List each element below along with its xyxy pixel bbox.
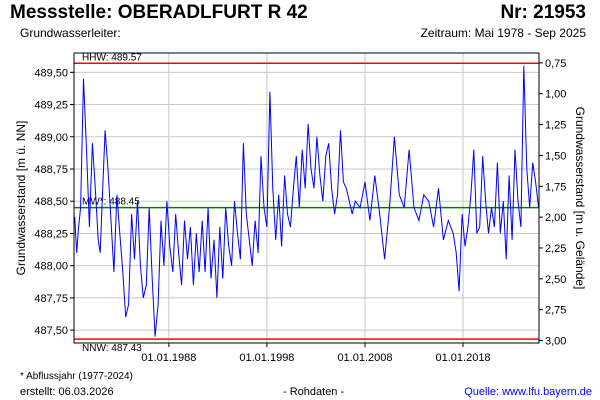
x-tick-label: 01.01.2018	[436, 352, 491, 364]
y-tick-label: 487,75	[34, 293, 68, 305]
y2-tick-label: 1,50	[545, 150, 566, 162]
y2-tick-label: 3,00	[545, 336, 566, 348]
y2-tick-label: 2,25	[545, 243, 566, 255]
footnote: * Abflussjahr (1977-2024)	[20, 371, 133, 382]
y-tick-label: 489,00	[34, 132, 68, 144]
y2-tick-label: 1,25	[545, 120, 566, 132]
y2-tick-label: 1,00	[545, 89, 566, 101]
station-number: Nr: 21953	[500, 2, 586, 23]
reference-line-label: HHW: 489.57	[82, 52, 142, 63]
axes: 487,50 487,75 488,00 488,25 488,50 488,75 489,…	[34, 58, 566, 364]
y-tick-label: 488,75	[34, 164, 68, 176]
y2-tick-label: 2,00	[545, 212, 566, 224]
created-date: erstellt: 06.03.2026	[20, 386, 114, 398]
source-link[interactable]: Quelle: www.lfu.bayern.de	[464, 386, 592, 398]
series-layer	[74, 65, 540, 337]
y-tick-label: 489,25	[34, 100, 68, 112]
y2-axis-label: Grundwasserstand [m u. Gelände]	[573, 107, 587, 290]
aquifer-label: Grundwasserleiter:	[20, 26, 121, 40]
x-tick-label: 01.01.1988	[141, 352, 196, 364]
source-text: Quelle: www.lfu.bayern.de	[464, 386, 592, 398]
y-tick-label: 489,50	[34, 67, 68, 79]
y2-tick-label: 2,50	[545, 274, 566, 286]
plot-frame	[73, 52, 540, 344]
raw-data-note: - Rohdaten -	[283, 386, 345, 398]
y-tick-label: 488,00	[34, 261, 68, 273]
y2-tick-label: 0,75	[545, 58, 566, 70]
station-title: Messstelle: OBERADLFURT R 42	[10, 2, 308, 23]
reference-line-label: NNW: 487.43	[82, 343, 142, 354]
period-label: Zeitraum: Mai 1978 - Sep 2025	[420, 26, 586, 40]
y2-tick-label: 2,75	[545, 305, 566, 317]
y-tick-label: 488,50	[34, 196, 68, 208]
series-line	[74, 65, 540, 337]
grid	[74, 53, 539, 343]
y2-tick-label: 1,75	[545, 181, 566, 193]
y-tick-label: 488,25	[34, 228, 68, 240]
x-tick-label: 01.01.1998	[239, 352, 294, 364]
x-tick-label: 01.01.2008	[337, 352, 392, 364]
y-tick-label: 487,50	[34, 325, 68, 337]
y-axis-label: Grundwasserstand [m ü. NN]	[14, 121, 28, 276]
